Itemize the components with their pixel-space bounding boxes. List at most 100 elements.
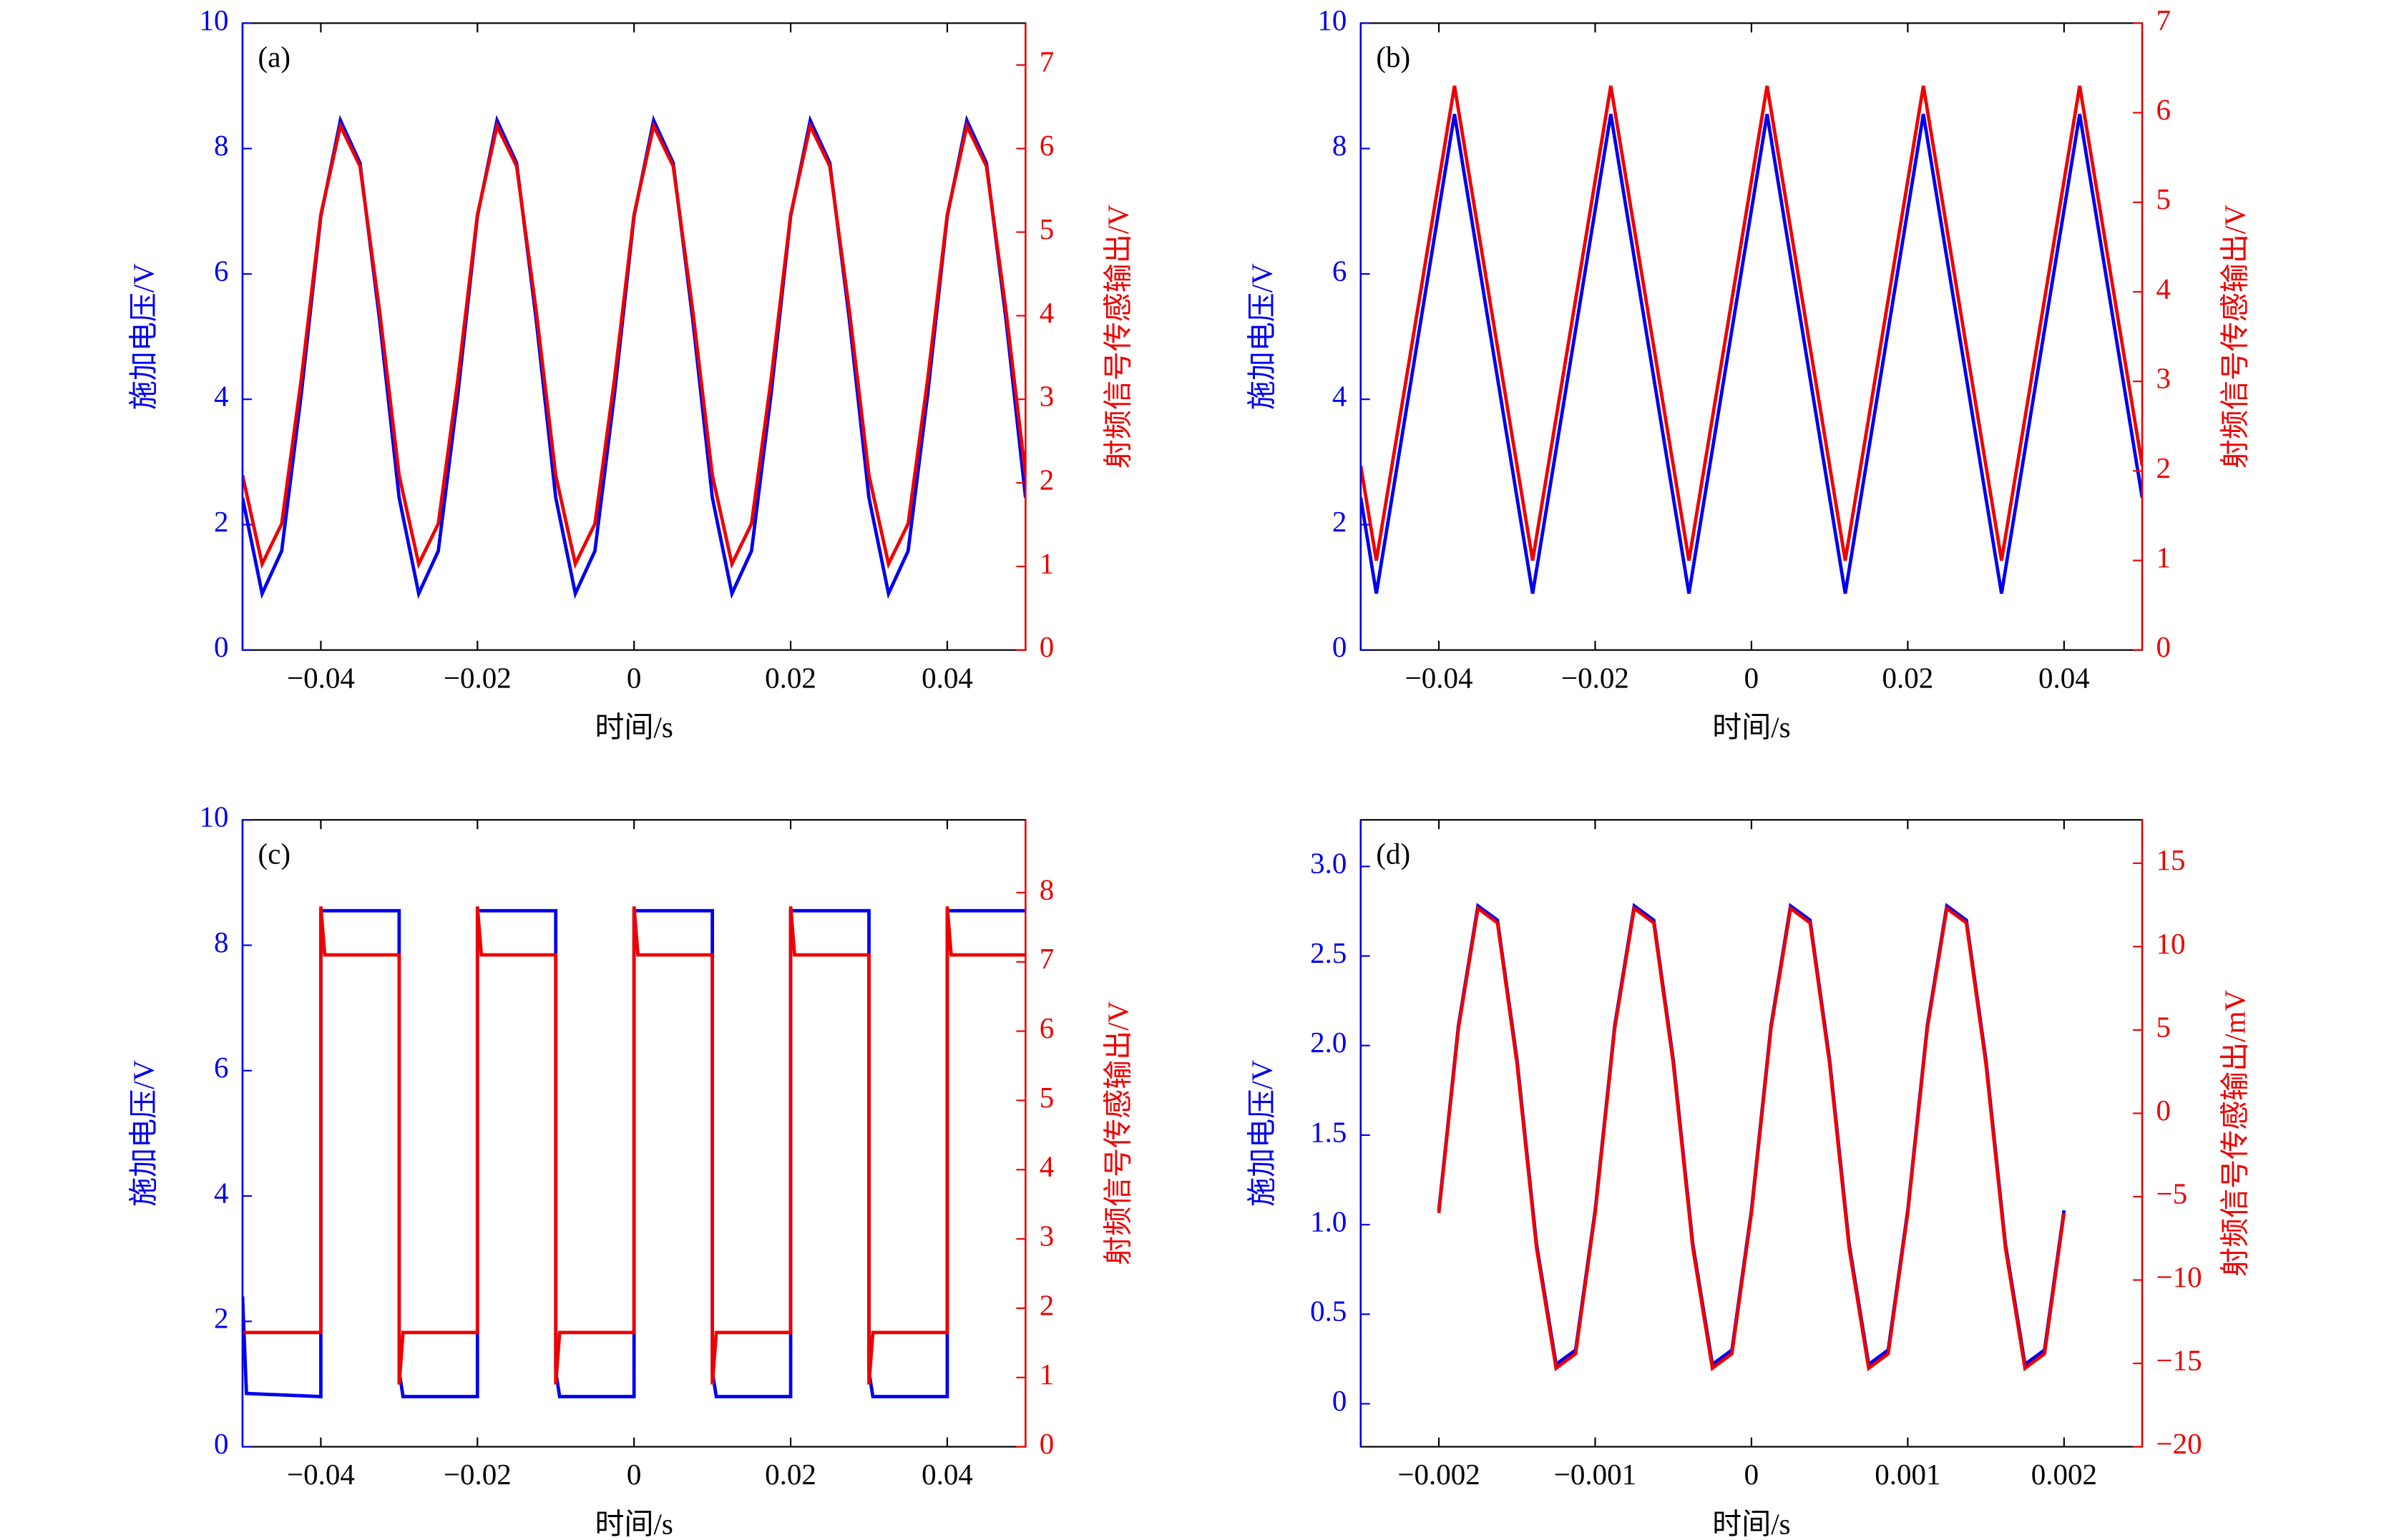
y-tick-label: 2.0 (1310, 1026, 1347, 1059)
y-tick-label: 2.5 (1310, 936, 1347, 969)
x-tick-label: 0.02 (765, 1458, 816, 1491)
x-axis-label: 时间/s (595, 710, 673, 743)
y2-axis-label: 射频信号传感输出/V (1102, 205, 1135, 469)
y2-tick-label: 4 (1040, 1150, 1055, 1183)
y2-axis-label: 射频信号传感输出/mV (2218, 990, 2251, 1277)
y2-tick-label: 10 (2156, 927, 2185, 960)
x-tick-label: −0.001 (1554, 1458, 1636, 1491)
y-tick-label: 6 (1332, 254, 1347, 287)
y2-tick-label: 7 (2156, 4, 2171, 36)
x-tick-label: −0.02 (444, 661, 512, 694)
y-tick-label: 4 (1332, 380, 1347, 413)
y2-tick-label: 5 (2156, 1010, 2171, 1043)
y2-axis-label: 射频信号传感输出/V (2218, 205, 2251, 469)
y2-tick-label: 2 (1040, 1288, 1055, 1321)
x-tick-label: −0.04 (1405, 661, 1473, 694)
y-tick-label: 0 (1332, 630, 1347, 663)
x-tick-label: 0.04 (2038, 661, 2090, 694)
data-line (242, 120, 1026, 569)
x-axis-label: 时间/s (595, 1507, 673, 1540)
x-tick-label: 0 (627, 661, 642, 694)
y-tick-label: 8 (214, 926, 228, 958)
y2-tick-label: 4 (1040, 296, 1055, 329)
data-line (1437, 903, 2066, 1368)
y2-tick-label: 7 (1040, 942, 1055, 975)
panel: −0.04 −0.02 0 0.02 0.04 0 2 4 6 8 10 0 1 2 3 4 5 6 7 (b) 时间/… (1245, 4, 2251, 744)
y-tick-label: 10 (1317, 4, 1347, 36)
x-tick-label: 0.02 (1882, 661, 1934, 694)
data-line (1360, 114, 2143, 594)
y2-tick-label: −5 (2156, 1177, 2187, 1210)
y2-tick-label: 4 (2156, 272, 2171, 305)
panel: −0.04 −0.02 0 0.02 0.04 0 2 4 6 8 10 0 1 2 3 4 5 6 7 8 (c) 时间… (127, 800, 1135, 1540)
y2-tick-label: 1 (1040, 1358, 1055, 1391)
y2-tick-label: 5 (2156, 182, 2171, 215)
y2-tick-label: 5 (1040, 212, 1055, 245)
panel-label: (b) (1376, 41, 1410, 74)
y-tick-label: 10 (200, 800, 229, 833)
x-tick-label: −0.04 (287, 661, 355, 694)
y2-tick-label: 1 (2156, 541, 2171, 574)
data-line (1437, 905, 2066, 1372)
x-tick-label: −0.02 (444, 1458, 512, 1491)
data-line (1360, 85, 2143, 561)
y2-tick-label: 5 (1040, 1081, 1055, 1114)
x-tick-label: −0.002 (1397, 1458, 1480, 1491)
y2-tick-label: 0 (2156, 1094, 2171, 1127)
y2-tick-label: 2 (2156, 451, 2171, 484)
y-tick-label: 2 (1332, 505, 1347, 538)
y2-axis-label: 射频信号传感输出/V (1102, 1001, 1135, 1265)
y-axis-label: 施加电压/V (127, 1060, 160, 1207)
panel-label: (a) (258, 41, 291, 74)
y-tick-label: 0 (214, 630, 228, 663)
y2-tick-label: 3 (1040, 1220, 1055, 1252)
y2-tick-label: 3 (1040, 380, 1055, 413)
y-tick-label: 4 (214, 1176, 228, 1209)
y-tick-label: 0.5 (1310, 1295, 1347, 1328)
y-tick-label: 0 (214, 1427, 228, 1460)
y2-tick-label: 2 (1040, 463, 1055, 496)
y2-tick-label: 6 (1040, 1011, 1055, 1044)
y-tick-label: 2 (214, 1302, 228, 1335)
y-tick-label: 6 (214, 254, 228, 287)
y-tick-label: 1.0 (1310, 1205, 1347, 1238)
x-axis-label: 时间/s (1712, 1507, 1790, 1540)
y-tick-label: 10 (200, 4, 229, 36)
data-line (242, 906, 1026, 1385)
x-tick-label: 0.001 (1875, 1458, 1940, 1491)
x-tick-label: 0.002 (2031, 1458, 2097, 1491)
y-tick-label: 3.0 (1310, 847, 1347, 880)
plot-frame (1359, 22, 2144, 651)
y-tick-label: 1.5 (1310, 1115, 1347, 1148)
y2-tick-label: 0 (1040, 630, 1055, 663)
panel-label: (d) (1376, 837, 1410, 870)
x-axis-label: 时间/s (1712, 710, 1790, 743)
y2-tick-label: 0 (1040, 1427, 1055, 1460)
y2-tick-label: 6 (1040, 129, 1055, 162)
y-tick-label: 0 (1332, 1384, 1347, 1417)
panel: −0.04 −0.02 0 0.02 0.04 0 2 4 6 8 10 0 1 2 3 4 5 6 7 (a) 时间/… (127, 4, 1135, 744)
x-tick-label: 0.04 (922, 1458, 973, 1491)
y-axis-label: 施加电压/V (1245, 263, 1278, 410)
y-tick-label: 8 (214, 129, 228, 162)
y2-tick-label: 8 (1040, 873, 1055, 906)
y2-tick-label: −15 (2156, 1343, 2202, 1376)
x-tick-label: 0.02 (765, 661, 816, 694)
y-axis-label: 施加电压/V (1245, 1060, 1278, 1207)
y2-tick-label: 15 (2156, 843, 2185, 876)
panel: −0.002 −0.001 0 0.001 0.002 0 0.5 1.0 1.5 2.0 2.5 3… (1245, 819, 2251, 1540)
x-tick-label: −0.04 (287, 1458, 355, 1491)
panel-label: (c) (258, 837, 291, 870)
plot-frame (241, 22, 1027, 651)
y2-tick-label: 3 (2156, 362, 2171, 395)
y2-tick-label: 0 (2156, 630, 2171, 663)
x-tick-label: 0 (627, 1458, 642, 1491)
y-tick-label: 8 (1332, 129, 1347, 162)
x-tick-label: 0 (1744, 661, 1759, 694)
x-tick-label: 0.04 (922, 661, 973, 694)
y-tick-label: 2 (214, 505, 228, 538)
y-tick-label: 4 (214, 380, 228, 413)
y-axis-label: 施加电压/V (127, 263, 160, 410)
